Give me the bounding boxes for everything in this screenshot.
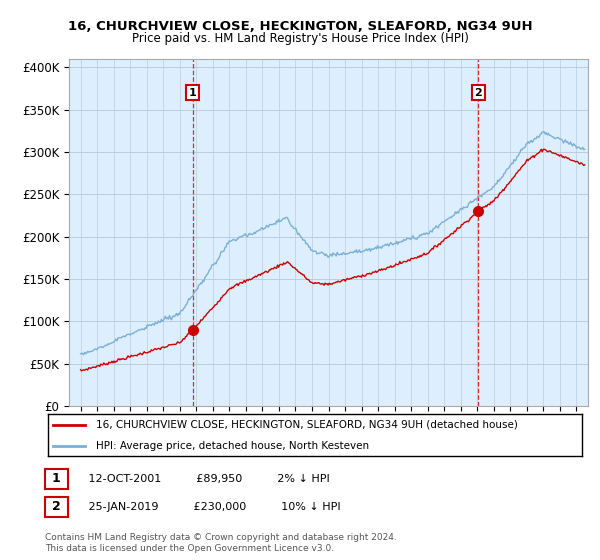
Text: 16, CHURCHVIEW CLOSE, HECKINGTON, SLEAFORD, NG34 9UH: 16, CHURCHVIEW CLOSE, HECKINGTON, SLEAFO… [68, 20, 532, 32]
Text: 25-JAN-2019          £230,000          10% ↓ HPI: 25-JAN-2019 £230,000 10% ↓ HPI [78, 502, 341, 512]
Text: HPI: Average price, detached house, North Kesteven: HPI: Average price, detached house, Nort… [96, 441, 369, 451]
Text: 1: 1 [52, 472, 61, 486]
Text: Price paid vs. HM Land Registry's House Price Index (HPI): Price paid vs. HM Land Registry's House … [131, 32, 469, 45]
Text: 1: 1 [189, 88, 197, 97]
Text: Contains HM Land Registry data © Crown copyright and database right 2024.
This d: Contains HM Land Registry data © Crown c… [45, 533, 397, 553]
Text: 12-OCT-2001          £89,950          2% ↓ HPI: 12-OCT-2001 £89,950 2% ↓ HPI [78, 474, 330, 484]
Text: 16, CHURCHVIEW CLOSE, HECKINGTON, SLEAFORD, NG34 9UH (detached house): 16, CHURCHVIEW CLOSE, HECKINGTON, SLEAFO… [96, 420, 518, 430]
Text: 2: 2 [52, 500, 61, 514]
Text: 2: 2 [475, 88, 482, 97]
